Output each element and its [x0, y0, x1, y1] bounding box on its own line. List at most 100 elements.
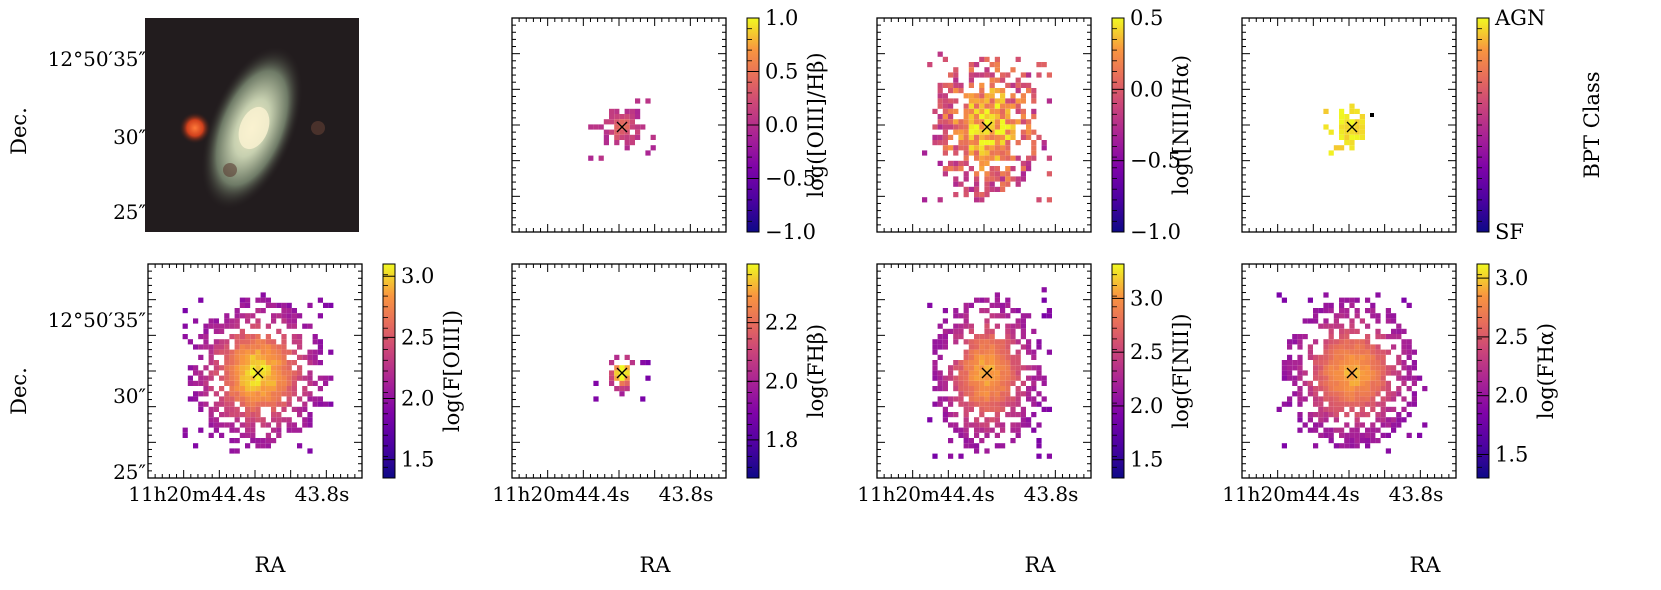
- map-pixel: [1333, 443, 1339, 449]
- map-pixel: [229, 401, 235, 407]
- colorbar-tick-label: 2.0: [1130, 394, 1163, 418]
- map-pixel: [213, 318, 219, 324]
- map-pixel: [989, 417, 995, 423]
- map-pixel: [1349, 438, 1355, 444]
- map-pixel: [937, 134, 943, 140]
- map-pixel: [265, 334, 271, 340]
- map-pixel: [1041, 145, 1047, 151]
- map-pixel: [942, 344, 948, 350]
- map-pixel: [1318, 396, 1324, 402]
- map-pixel: [1313, 443, 1319, 449]
- map-pixel: [953, 108, 959, 114]
- map-pixel: [635, 129, 641, 135]
- colorbar-tick-label: 1.5: [401, 448, 434, 472]
- map-pixel: [260, 386, 266, 392]
- map-pixel: [1370, 308, 1376, 314]
- map-pixel: [979, 88, 985, 94]
- map-pixel: [968, 124, 974, 130]
- map-pixel: [1005, 328, 1011, 334]
- map-pixel: [1026, 313, 1032, 319]
- map-pixel: [1000, 103, 1006, 109]
- map-pixel: [239, 354, 245, 360]
- dec-tick-25-top: 25″: [113, 200, 146, 224]
- map-pixel: [307, 412, 313, 418]
- map-pixel: [937, 396, 943, 402]
- map-pixel: [1015, 98, 1021, 104]
- map-pixel: [958, 360, 964, 366]
- map-pixel: [271, 427, 277, 433]
- map-pixel: [1323, 365, 1329, 371]
- map-pixel: [989, 302, 995, 308]
- map-pixel: [932, 375, 938, 381]
- map-pixel: [1359, 406, 1365, 412]
- map-pixel: [994, 417, 1000, 423]
- map-pixel: [974, 197, 980, 203]
- map-pixel: [989, 313, 995, 319]
- map-pixel: [963, 412, 969, 418]
- map-pixel: [1344, 349, 1350, 355]
- map-pixel: [942, 93, 948, 99]
- map-pixel: [271, 318, 277, 324]
- map-pixel: [968, 323, 974, 329]
- map-pixel: [1292, 375, 1298, 381]
- dec-tick-35-bottom: 12°50′35″: [48, 308, 146, 332]
- map-pixel: [281, 365, 287, 371]
- map-pixel: [1401, 406, 1407, 412]
- map-pixel: [1000, 339, 1006, 345]
- map-pixel: [1297, 391, 1303, 397]
- map-pixel: [963, 406, 969, 412]
- map-pixel: [989, 124, 995, 130]
- map-pixel: [245, 344, 251, 350]
- map-pixel: [255, 334, 261, 340]
- map-pixel: [224, 339, 230, 345]
- map-pixel: [1036, 134, 1042, 140]
- map-pixel: [1391, 328, 1397, 334]
- map-pixel: [234, 360, 240, 366]
- map-pixel: [245, 417, 251, 423]
- map-pixel: [1292, 339, 1298, 345]
- map-pixel: [1020, 318, 1026, 324]
- map-pixel: [1380, 386, 1386, 392]
- map-pixel: [265, 391, 271, 397]
- map-pixel: [963, 323, 969, 329]
- map-pixel: [229, 422, 235, 428]
- map-pixel: [958, 129, 964, 135]
- map-pixel: [297, 313, 303, 319]
- map-pixel: [260, 297, 266, 303]
- map-pixel: [1349, 103, 1355, 109]
- map-pixel: [239, 297, 245, 303]
- map-pixel: [1375, 334, 1381, 340]
- map-pixel: [640, 360, 646, 366]
- map-pixel: [1375, 318, 1381, 324]
- map-pixel: [1313, 427, 1319, 433]
- map-pixel: [1005, 334, 1011, 340]
- map-pixel: [932, 386, 938, 392]
- map-pixel: [1307, 318, 1313, 324]
- map-pixel: [307, 422, 313, 428]
- map-pixel: [994, 56, 1000, 62]
- colorbar-tick-label: −0.5: [765, 167, 816, 191]
- map-pixel: [260, 422, 266, 428]
- map-pixel: [255, 406, 261, 412]
- map-pixel: [1333, 318, 1339, 324]
- map-pixel: [286, 375, 292, 381]
- map-pixel: [1401, 328, 1407, 334]
- map-pixel: [994, 145, 1000, 151]
- map-pixel: [229, 349, 235, 355]
- map-pixel: [629, 134, 635, 140]
- map-pixel: [1411, 380, 1417, 386]
- map-pixel: [1031, 114, 1037, 120]
- map-pixel: [1010, 328, 1016, 334]
- map-pixel: [1015, 375, 1021, 381]
- map-pixel: [260, 292, 266, 298]
- map-pixel: [271, 365, 277, 371]
- map-pixel: [276, 391, 282, 397]
- map-pixel: [979, 155, 985, 161]
- map-pixel: [1323, 412, 1329, 418]
- map-pixel: [942, 82, 948, 88]
- map-pixel: [984, 349, 990, 355]
- map-pixel: [1307, 412, 1313, 418]
- map-pixel: [958, 370, 964, 376]
- map-pixel: [1365, 375, 1371, 381]
